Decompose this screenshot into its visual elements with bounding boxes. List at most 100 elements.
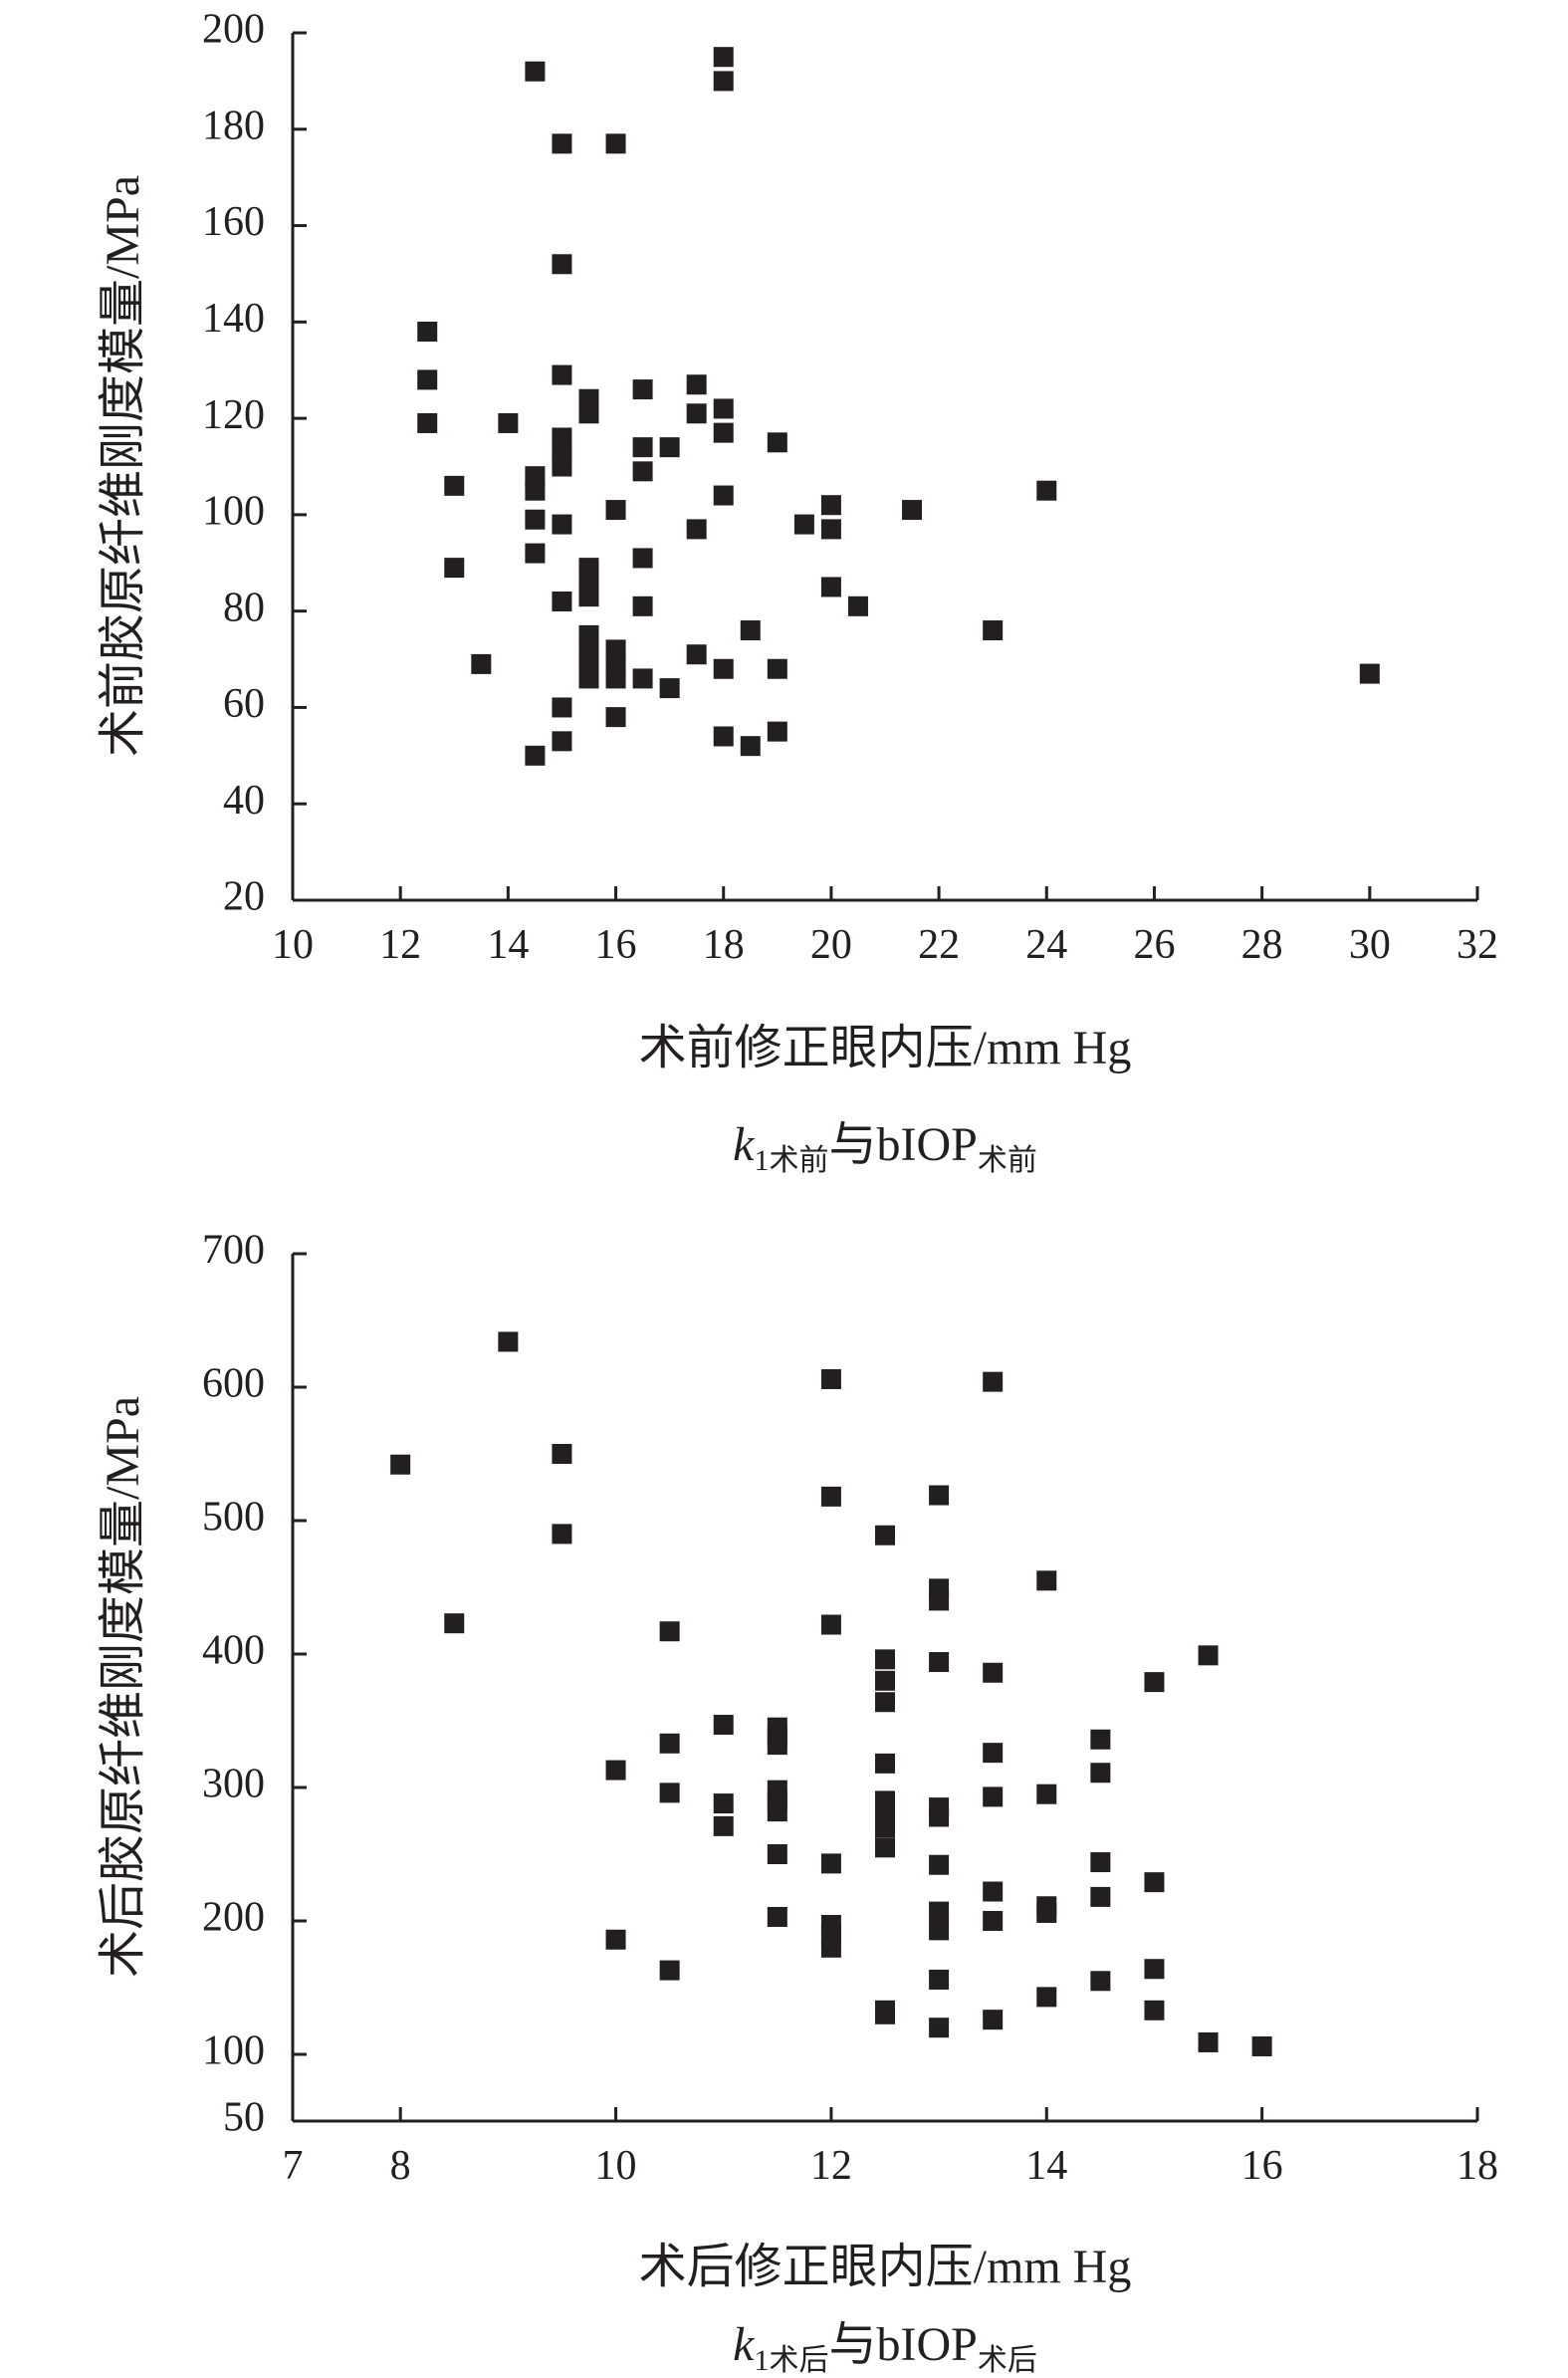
data-point bbox=[605, 1760, 626, 1781]
caption-subscript-1: 1术后 bbox=[754, 2344, 828, 2377]
data-point bbox=[605, 1929, 626, 1950]
data-point bbox=[552, 364, 572, 385]
data-point bbox=[820, 1853, 841, 1874]
chart-caption: k1术前与bIOP术前 bbox=[733, 1118, 1037, 1177]
chart-bottom: 50 100 200 300 400 500 600 700 7 8 10 12 14 16 18 术后胶… bbox=[97, 1228, 1498, 2377]
data-point bbox=[929, 1920, 950, 1941]
data-point bbox=[793, 514, 814, 535]
data-point bbox=[1036, 1902, 1057, 1923]
y-tick-label: 120 bbox=[202, 392, 265, 438]
x-tick-label: 18 bbox=[703, 922, 745, 968]
data-point bbox=[552, 591, 572, 611]
data-point bbox=[929, 1590, 950, 1611]
data-point bbox=[1144, 2000, 1165, 2021]
data-point bbox=[525, 745, 546, 766]
data-point bbox=[552, 731, 572, 752]
y-tick-label: 160 bbox=[202, 199, 265, 245]
data-point bbox=[983, 1881, 1004, 1902]
x-tick-label: 28 bbox=[1241, 922, 1283, 968]
data-point bbox=[767, 721, 787, 742]
y-ticks: 20 40 60 80 100 120 140 160 180 200 bbox=[202, 7, 307, 920]
y-tick-label: 50 bbox=[223, 2095, 265, 2141]
data-point bbox=[713, 1715, 734, 1736]
y-axis-title: 术前胶原纤维刚度模量/MPa bbox=[97, 175, 149, 757]
y-tick-label: 100 bbox=[202, 489, 265, 535]
data-point bbox=[552, 1524, 572, 1545]
data-point bbox=[525, 509, 546, 530]
data-point bbox=[659, 1783, 680, 1803]
data-point bbox=[659, 1621, 680, 1642]
data-point bbox=[1144, 1872, 1165, 1893]
y-tick-label: 200 bbox=[202, 1895, 265, 1941]
data-point bbox=[929, 1485, 950, 1506]
data-points bbox=[417, 47, 1380, 766]
x-tick-label: 16 bbox=[595, 922, 637, 968]
data-point bbox=[605, 500, 626, 521]
x-tick-label: 30 bbox=[1349, 922, 1391, 968]
data-point bbox=[713, 726, 734, 747]
y-tick-label: 400 bbox=[202, 1628, 265, 1674]
data-point bbox=[686, 644, 707, 665]
data-point bbox=[847, 595, 868, 616]
data-point bbox=[713, 71, 734, 92]
x-tick-label: 12 bbox=[379, 922, 421, 968]
data-point bbox=[983, 1662, 1004, 1683]
data-point bbox=[820, 1937, 841, 1958]
data-point bbox=[552, 697, 572, 718]
data-point bbox=[552, 133, 572, 154]
data-point bbox=[875, 1692, 895, 1713]
caption-k: k bbox=[733, 2318, 756, 2371]
data-point bbox=[713, 485, 734, 506]
data-point bbox=[875, 1837, 895, 1858]
caption-subscript-2: 术后 bbox=[978, 2344, 1037, 2377]
data-point bbox=[632, 461, 653, 482]
y-tick-label: 700 bbox=[202, 1228, 265, 1274]
data-point bbox=[632, 548, 653, 569]
x-tick-label: 24 bbox=[1025, 922, 1067, 968]
data-point bbox=[525, 543, 546, 564]
data-point bbox=[983, 1786, 1004, 1807]
data-point bbox=[444, 475, 465, 496]
x-axis-title: 术后修正眼内压/mm Hg bbox=[639, 2241, 1132, 2293]
data-point bbox=[1036, 1784, 1057, 1804]
data-point bbox=[929, 1854, 950, 1875]
data-point bbox=[767, 432, 787, 453]
data-points bbox=[390, 1331, 1272, 2056]
y-tick-label: 80 bbox=[223, 585, 265, 630]
data-point bbox=[929, 1901, 950, 1922]
data-point bbox=[444, 558, 465, 579]
data-point bbox=[659, 1733, 680, 1754]
y-tick-label: 20 bbox=[223, 874, 265, 920]
x-tick-label: 22 bbox=[918, 922, 960, 968]
y-ticks: 50 100 200 300 400 500 600 700 bbox=[202, 1228, 307, 2141]
data-point bbox=[1036, 480, 1057, 501]
x-tick-label: 7 bbox=[283, 2143, 304, 2189]
data-point bbox=[983, 1371, 1004, 1392]
data-point bbox=[713, 398, 734, 419]
data-point bbox=[929, 1969, 950, 1990]
x-tick-label: 14 bbox=[487, 922, 529, 968]
data-point bbox=[659, 437, 680, 458]
data-point bbox=[713, 47, 734, 68]
x-axis-title: 术前修正眼内压/mm Hg bbox=[639, 1022, 1132, 1074]
data-point bbox=[471, 653, 492, 674]
data-point bbox=[632, 668, 653, 689]
data-point bbox=[632, 437, 653, 458]
data-point bbox=[713, 658, 734, 679]
data-point bbox=[578, 403, 599, 424]
data-point bbox=[552, 1444, 572, 1464]
y-tick-label: 100 bbox=[202, 2028, 265, 2074]
data-point bbox=[1144, 1672, 1165, 1693]
data-point bbox=[902, 500, 923, 521]
data-point bbox=[713, 1815, 734, 1836]
data-point bbox=[1090, 1886, 1111, 1907]
x-tick-label: 8 bbox=[390, 2143, 411, 2189]
data-point bbox=[740, 620, 761, 641]
chart-caption: k1术后与bIOP术后 bbox=[733, 2318, 1037, 2377]
data-point bbox=[1036, 1987, 1057, 2008]
y-tick-label: 300 bbox=[202, 1762, 265, 1807]
data-point bbox=[1090, 1971, 1111, 1992]
caption-middle: 与bIOP bbox=[828, 2318, 977, 2371]
x-ticks: 10 12 14 16 18 20 22 24 26 28 30 32 bbox=[272, 886, 1498, 968]
